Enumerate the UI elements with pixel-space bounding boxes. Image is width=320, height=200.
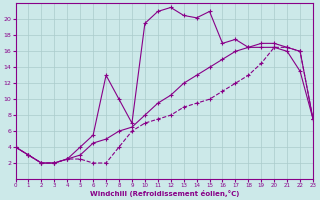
X-axis label: Windchill (Refroidissement éolien,°C): Windchill (Refroidissement éolien,°C) <box>90 190 239 197</box>
